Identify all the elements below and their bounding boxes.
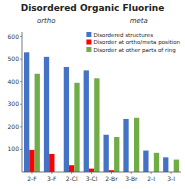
x-tick — [71, 172, 72, 174]
legend: Disordered structuresDisorder at ortho/m… — [86, 32, 180, 54]
bar — [29, 150, 34, 172]
x-tick-label: 2-Br — [105, 175, 118, 182]
x-tick-label: 2-F — [27, 175, 37, 182]
bar — [35, 74, 40, 172]
x-tick-label: 2-I — [147, 175, 155, 182]
bar — [174, 160, 179, 172]
bar — [154, 153, 159, 172]
y-tick — [20, 104, 22, 105]
bar — [84, 70, 89, 172]
annotation: ortho — [37, 17, 56, 25]
bar — [24, 52, 29, 172]
bar — [94, 78, 99, 172]
chart-container: Disordered Organic Fluorine ortho meta 100 2… — [0, 0, 185, 189]
bar — [163, 157, 168, 172]
annotation: meta — [130, 17, 148, 25]
y-tick-label: 400 — [8, 78, 20, 85]
y-tick-label: 600 — [8, 33, 20, 40]
y-axis-line — [22, 32, 23, 172]
x-tick-label: 2-Cl — [66, 175, 78, 182]
bar — [123, 119, 128, 172]
x-tick-label: 3-Cl — [86, 175, 98, 182]
bars — [24, 52, 179, 172]
bar — [134, 118, 139, 172]
bar — [69, 165, 74, 172]
bar — [49, 154, 54, 172]
bar — [143, 151, 148, 172]
legend-swatch — [86, 47, 91, 52]
y-tick — [20, 36, 22, 37]
bar — [74, 83, 79, 172]
title: Disordered Organic Fluorine — [21, 3, 165, 13]
bar — [114, 137, 119, 172]
legend-label: Disorder at ortho/meta position — [93, 39, 180, 46]
x-axis-line — [22, 172, 181, 173]
y-tick — [20, 59, 22, 60]
y-tick-label: 500 — [8, 55, 20, 62]
x-tick — [91, 172, 92, 174]
y-tick-label: 100 — [8, 145, 20, 152]
x-tick-label: 3-Br — [125, 175, 138, 182]
legend-swatch — [86, 32, 91, 37]
x-tick — [51, 172, 52, 174]
x-tick — [31, 172, 32, 174]
y-tick — [20, 126, 22, 127]
chart: Disordered Organic Fluorine ortho meta 100 2… — [0, 0, 185, 189]
bar — [64, 67, 69, 172]
x-tick-label: 3-I — [167, 175, 175, 182]
bar — [103, 135, 108, 172]
bar — [89, 169, 94, 172]
x-tick — [111, 172, 112, 174]
x-tick — [131, 172, 132, 174]
y-tick — [20, 149, 22, 150]
y-tick-label: 200 — [8, 123, 20, 130]
x-tick — [171, 172, 172, 174]
x-tick-label: 3-F — [47, 175, 57, 182]
legend-swatch — [86, 40, 91, 45]
y-tick — [20, 81, 22, 82]
y-tick-label: 300 — [8, 100, 20, 107]
legend-label: Disorder at other parts of ring — [93, 47, 175, 54]
x-tick — [151, 172, 152, 174]
bar — [44, 57, 49, 172]
legend-label: Disordered structures — [93, 32, 153, 38]
